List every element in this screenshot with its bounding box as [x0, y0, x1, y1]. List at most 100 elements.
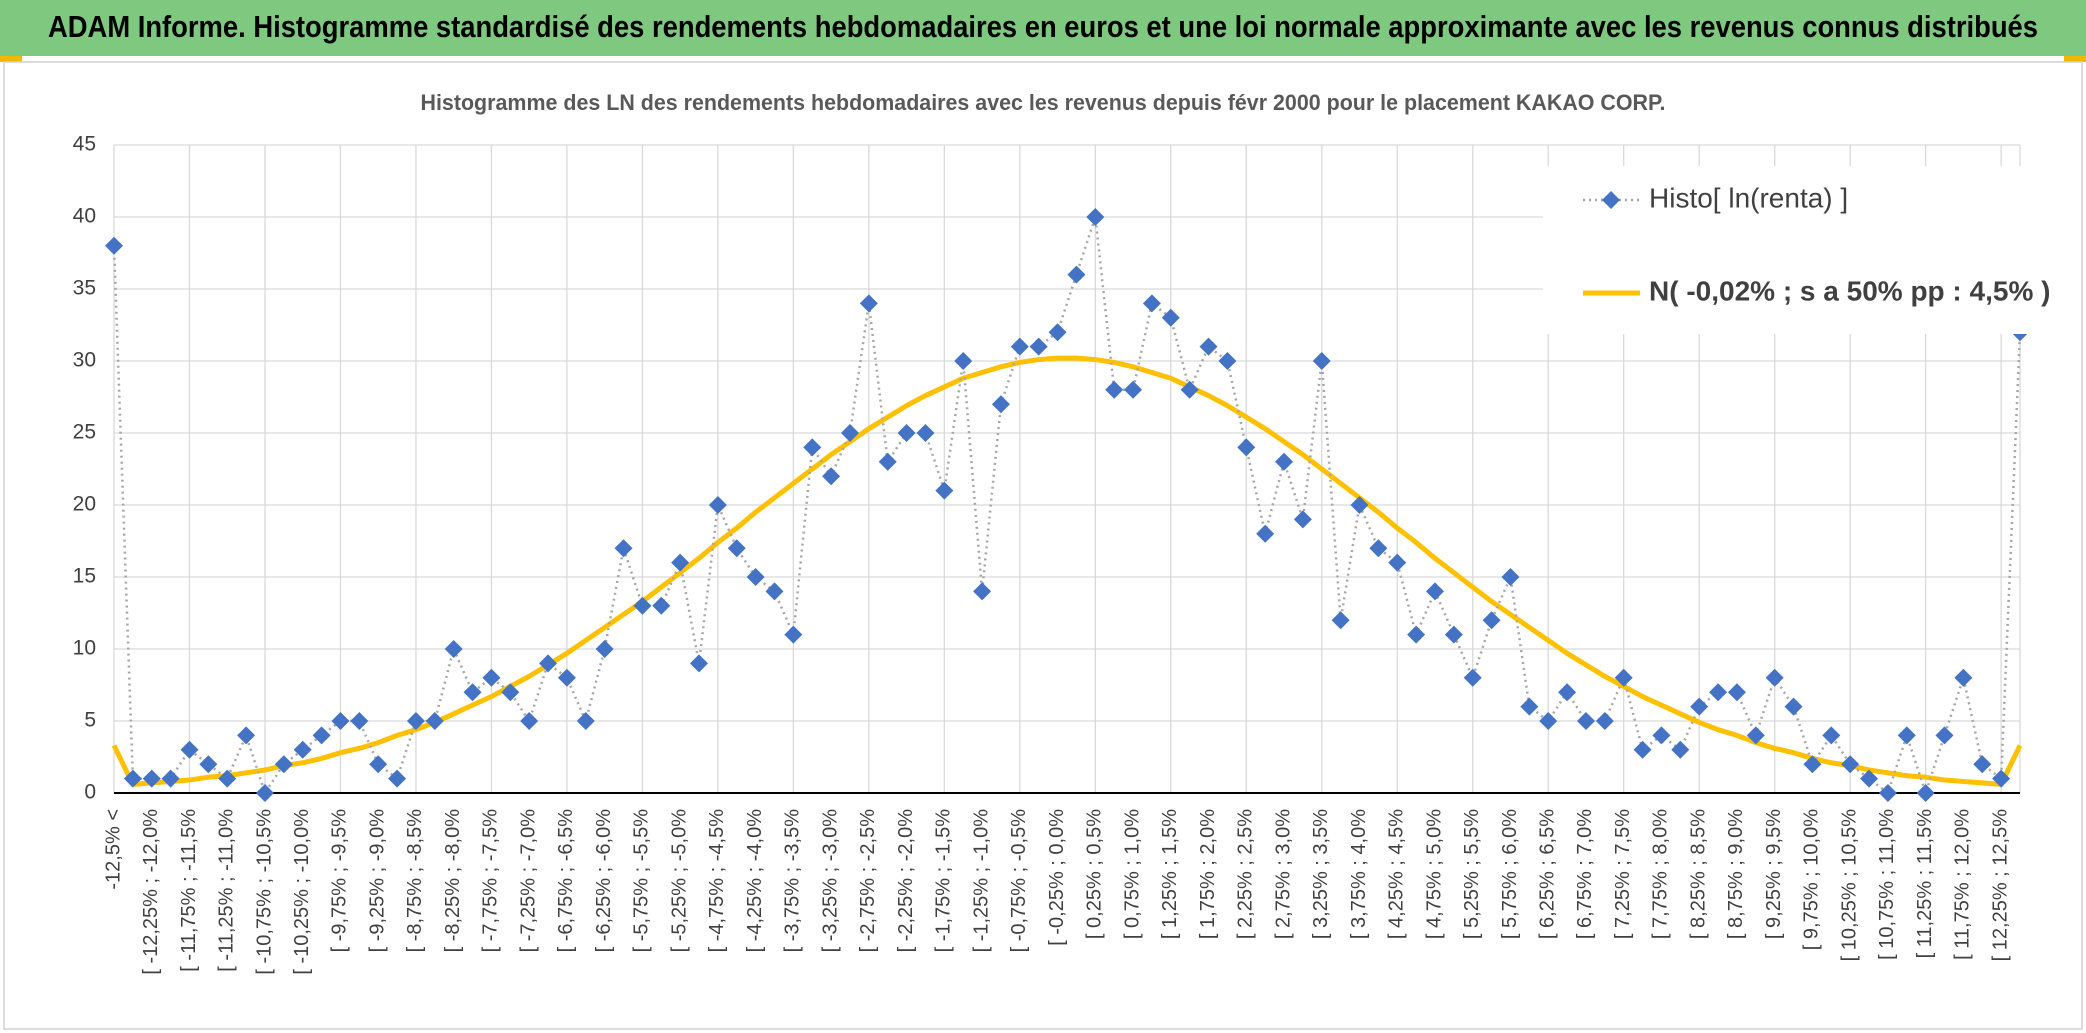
y-tick-label: 5	[84, 709, 96, 732]
x-tick-label: [ -11,25% ; -11,0%	[216, 809, 238, 972]
data-point	[1595, 712, 1614, 730]
data-point	[1765, 668, 1784, 687]
data-point	[1463, 668, 1482, 687]
corner-right	[2064, 56, 2086, 62]
data-point	[1048, 323, 1067, 342]
data-point	[1293, 510, 1312, 529]
data-point	[1010, 337, 1029, 356]
data-point	[822, 467, 841, 486]
data-point	[557, 668, 576, 687]
data-point	[218, 769, 237, 788]
x-tick-label: [ 10,75% ; 11,0%	[1876, 809, 1898, 960]
data-point	[463, 683, 482, 702]
data-point	[840, 424, 859, 442]
x-tick-label: [ -3,75% ; -3,5%	[782, 809, 804, 953]
data-point	[1690, 697, 1709, 716]
data-point	[784, 625, 803, 644]
data-point	[312, 726, 331, 745]
data-point	[803, 438, 822, 457]
x-tick-label: [ -5,75% ; -5,5%	[631, 809, 653, 953]
data-point	[1407, 625, 1426, 644]
y-tick-label: 15	[73, 565, 96, 588]
data-point	[1199, 337, 1218, 356]
x-tick-label: [ -4,25% ; -4,0%	[744, 809, 766, 953]
chart-title: Histogramme des LN des rendements hebdom…	[421, 90, 1666, 115]
x-tick-label: [ 7,25% ; 7,5%	[1612, 809, 1634, 939]
data-point	[539, 654, 558, 673]
data-point	[652, 596, 671, 615]
data-point	[1520, 697, 1539, 716]
x-tick-label: [ -2,75% ; -2,5%	[857, 809, 879, 953]
data-point	[859, 294, 878, 313]
x-tick-label: [ 3,25% ; 3,5%	[1310, 809, 1332, 939]
x-tick-label: [ 6,75% ; 7,0%	[1574, 809, 1596, 939]
data-point	[1633, 740, 1652, 759]
data-point	[1576, 712, 1595, 730]
data-point	[1312, 352, 1331, 370]
data-point	[255, 784, 274, 802]
legend-box	[1543, 166, 2029, 334]
data-point	[671, 553, 690, 572]
data-point	[1973, 755, 1992, 774]
x-tick-label: [ 7,75% ; 8,0%	[1650, 809, 1672, 939]
x-tick-label: [ -10,25% ; -10,0%	[291, 809, 313, 975]
data-point	[331, 712, 350, 730]
data-point	[1482, 611, 1501, 630]
x-tick-label: [ 2,25% ; 2,5%	[1235, 809, 1257, 939]
data-point	[1425, 582, 1444, 601]
data-point	[916, 424, 935, 442]
data-point	[1161, 308, 1180, 327]
data-point	[1841, 755, 1860, 774]
y-tick-label: 30	[73, 349, 96, 372]
data-point	[1237, 438, 1256, 457]
x-tick-label: [ 1,25% ; 1,5%	[1159, 809, 1181, 939]
data-point	[897, 424, 916, 442]
x-tick-label: [ -0,75% ; -0,5%	[1008, 809, 1030, 953]
x-tick-label: [ 10,25% ; 10,5%	[1838, 809, 1860, 962]
data-point	[1935, 726, 1954, 745]
x-tick-label: [ 12,25% ; 12,5%	[1989, 809, 2011, 962]
data-point	[425, 712, 444, 730]
data-point	[444, 640, 463, 658]
data-point	[237, 726, 256, 745]
data-point	[1444, 625, 1463, 644]
data-point	[142, 769, 161, 788]
y-tick-label: 40	[73, 205, 96, 228]
x-tick-label: [ -9,25% ; -9,0%	[366, 809, 388, 953]
x-tick-label: [ -3,25% ; -3,0%	[819, 809, 841, 953]
x-tick-label: [ 0,25% ; 0,5%	[1084, 809, 1106, 939]
header-bar	[0, 0, 2086, 56]
data-point	[1671, 740, 1690, 759]
data-point	[954, 352, 973, 370]
x-tick-label: [ 4,25% ; 4,5%	[1386, 809, 1408, 939]
data-point	[1803, 755, 1822, 774]
data-point	[1369, 539, 1388, 558]
data-point	[1614, 668, 1633, 687]
data-point	[388, 769, 407, 788]
data-point	[180, 740, 199, 759]
data-point	[520, 712, 539, 730]
data-point	[293, 740, 312, 759]
legend-label: N( -0,02% ; s a 50% pp : 4,5% )	[1649, 275, 2050, 306]
x-tick-label: [ 6,25% ; 6,5%	[1536, 809, 1558, 939]
data-point	[1029, 337, 1048, 356]
x-tick-label: [ -7,25% ; -7,0%	[517, 809, 539, 953]
data-point	[1086, 208, 1105, 226]
data-point	[973, 582, 992, 601]
data-point	[1784, 697, 1803, 716]
y-tick-label: 25	[73, 421, 96, 444]
data-point	[274, 755, 293, 774]
data-point	[1256, 524, 1275, 543]
data-point	[746, 568, 765, 586]
data-point	[690, 654, 709, 673]
data-point	[708, 496, 727, 514]
x-tick-label: [ 4,75% ; 5,0%	[1423, 809, 1445, 939]
data-point	[406, 712, 425, 730]
corner-left	[0, 56, 22, 62]
legend-label: Histo[ ln(renta) ]	[1649, 182, 1848, 213]
data-point	[1897, 726, 1916, 745]
data-point	[369, 755, 388, 774]
x-tick-label: [ 5,25% ; 5,5%	[1461, 809, 1483, 939]
data-point	[1652, 726, 1671, 745]
